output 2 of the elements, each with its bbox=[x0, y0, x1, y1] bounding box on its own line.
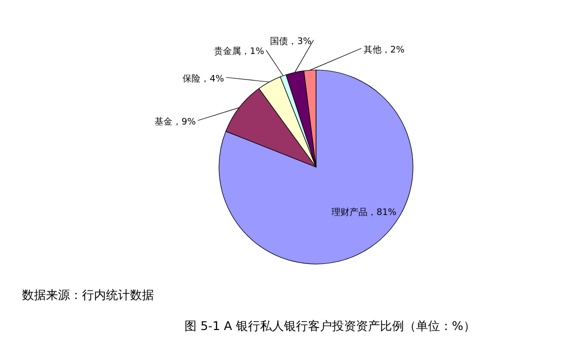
title: 图 5-1 A 银行私人银行客户投资资产比例（单位：%） bbox=[184, 319, 476, 333]
annotation: 数据来源：行内统计数据 bbox=[22, 288, 154, 302]
